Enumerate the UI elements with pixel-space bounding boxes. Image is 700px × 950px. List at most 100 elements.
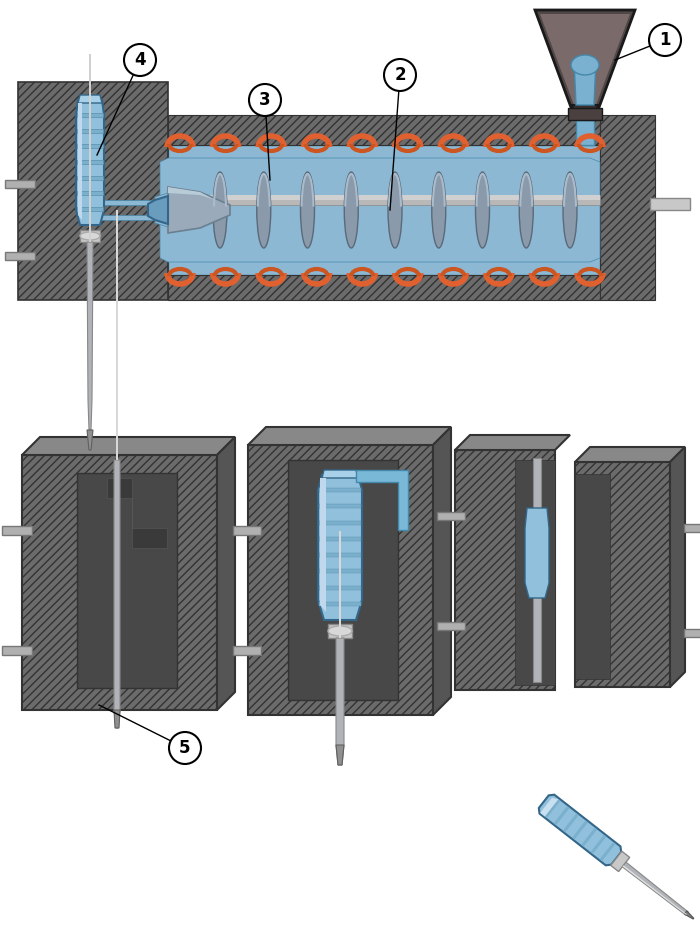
Polygon shape <box>563 813 579 832</box>
Ellipse shape <box>257 172 271 248</box>
Circle shape <box>124 44 156 76</box>
Polygon shape <box>610 851 630 871</box>
Ellipse shape <box>300 172 314 248</box>
Polygon shape <box>540 798 559 816</box>
Polygon shape <box>18 82 168 300</box>
Bar <box>650 198 690 210</box>
Polygon shape <box>336 745 344 765</box>
Polygon shape <box>77 160 103 164</box>
Bar <box>437 512 465 520</box>
Polygon shape <box>319 504 361 508</box>
Polygon shape <box>455 435 570 450</box>
Text: 4: 4 <box>134 51 146 69</box>
Polygon shape <box>540 14 630 105</box>
Bar <box>116 210 118 460</box>
Circle shape <box>384 59 416 91</box>
Polygon shape <box>168 275 600 300</box>
Text: 1: 1 <box>659 31 671 49</box>
Polygon shape <box>515 460 555 685</box>
Polygon shape <box>107 478 167 548</box>
Polygon shape <box>155 193 215 227</box>
Ellipse shape <box>519 172 533 248</box>
Ellipse shape <box>213 172 227 248</box>
Bar <box>2 646 32 655</box>
Polygon shape <box>77 473 177 688</box>
Polygon shape <box>87 242 93 430</box>
Polygon shape <box>114 710 120 728</box>
Polygon shape <box>622 862 688 915</box>
Polygon shape <box>572 105 598 120</box>
Polygon shape <box>575 462 670 687</box>
Polygon shape <box>76 100 104 225</box>
Ellipse shape <box>432 172 446 248</box>
Polygon shape <box>575 447 685 462</box>
Polygon shape <box>356 470 408 530</box>
Polygon shape <box>319 553 361 557</box>
Polygon shape <box>78 103 82 220</box>
Polygon shape <box>100 200 168 220</box>
Ellipse shape <box>475 172 489 248</box>
Polygon shape <box>77 207 103 211</box>
Bar <box>5 252 35 260</box>
Polygon shape <box>535 10 635 110</box>
Polygon shape <box>248 445 433 715</box>
Polygon shape <box>77 176 103 180</box>
Polygon shape <box>433 427 451 715</box>
Polygon shape <box>575 474 610 679</box>
Polygon shape <box>77 113 103 117</box>
Bar <box>80 230 100 242</box>
Bar <box>5 180 35 188</box>
Polygon shape <box>545 799 561 818</box>
Polygon shape <box>168 187 215 200</box>
Polygon shape <box>568 108 602 120</box>
Text: 5: 5 <box>179 739 190 757</box>
Polygon shape <box>322 470 358 478</box>
Polygon shape <box>319 521 361 524</box>
Polygon shape <box>168 145 600 275</box>
Bar <box>339 531 341 638</box>
Polygon shape <box>574 60 596 105</box>
Bar <box>328 624 352 638</box>
Polygon shape <box>77 191 103 196</box>
Polygon shape <box>455 450 555 690</box>
Polygon shape <box>670 447 685 687</box>
Polygon shape <box>77 144 103 148</box>
Bar <box>2 526 32 535</box>
Polygon shape <box>685 911 694 919</box>
Polygon shape <box>160 158 600 262</box>
Polygon shape <box>168 115 600 145</box>
Polygon shape <box>572 821 588 840</box>
Polygon shape <box>87 430 93 450</box>
Ellipse shape <box>80 232 100 240</box>
Ellipse shape <box>328 626 352 636</box>
Polygon shape <box>622 865 687 915</box>
Polygon shape <box>525 508 549 598</box>
Ellipse shape <box>344 172 358 248</box>
Polygon shape <box>600 115 655 300</box>
Polygon shape <box>114 460 120 728</box>
Polygon shape <box>533 458 541 682</box>
Polygon shape <box>590 835 606 854</box>
Bar <box>684 524 700 532</box>
Polygon shape <box>22 455 217 710</box>
Circle shape <box>249 84 281 116</box>
Bar <box>437 622 465 630</box>
Polygon shape <box>581 827 597 846</box>
Polygon shape <box>217 437 235 710</box>
Polygon shape <box>319 602 361 606</box>
Bar <box>185 195 600 200</box>
Text: 2: 2 <box>394 66 406 84</box>
Polygon shape <box>318 475 362 620</box>
Bar <box>185 195 600 205</box>
Polygon shape <box>288 460 398 700</box>
Circle shape <box>169 732 201 764</box>
Polygon shape <box>168 187 230 233</box>
Polygon shape <box>539 795 621 865</box>
Bar <box>684 629 700 637</box>
Polygon shape <box>554 806 570 826</box>
Polygon shape <box>148 196 168 224</box>
Ellipse shape <box>388 172 402 248</box>
Polygon shape <box>319 586 361 590</box>
Polygon shape <box>336 638 344 765</box>
Polygon shape <box>320 478 326 612</box>
